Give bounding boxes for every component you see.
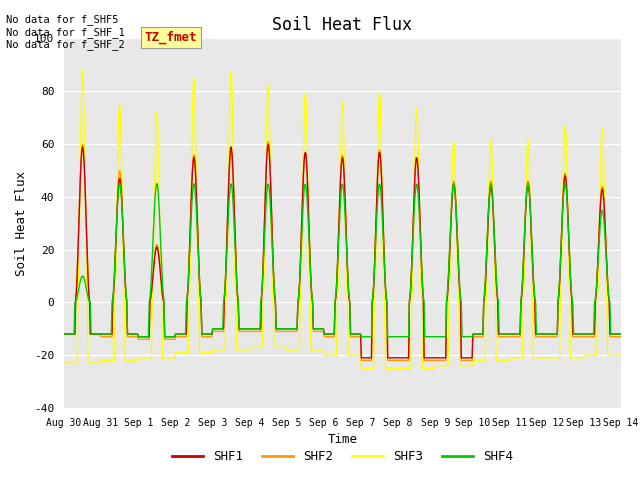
X-axis label: Time: Time	[328, 433, 357, 446]
Legend: SHF1, SHF2, SHF3, SHF4: SHF1, SHF2, SHF3, SHF4	[167, 445, 518, 468]
SHF1	[264, 142, 272, 147]
SHF4	[617, 331, 625, 337]
SHF4	[428, 334, 435, 340]
SHF3	[617, 352, 625, 358]
Title: Soil Heat Flux: Soil Heat Flux	[273, 16, 412, 34]
SHF3	[60, 360, 68, 366]
SHF4	[70, 331, 78, 337]
SHF1	[412, 161, 419, 167]
SHF1	[184, 287, 192, 293]
SHF2	[214, 328, 221, 334]
SHF3	[128, 358, 136, 363]
SHF3	[412, 123, 419, 129]
SHF3	[70, 360, 78, 366]
SHF2	[264, 139, 272, 145]
SHF2	[70, 331, 78, 337]
SHF1	[358, 355, 365, 361]
SHF4	[60, 331, 68, 337]
SHF1	[60, 331, 68, 337]
SHF4	[134, 334, 142, 340]
SHF3	[358, 366, 365, 372]
SHF1	[428, 355, 436, 361]
SHF4	[411, 196, 419, 202]
SHF4	[185, 271, 193, 276]
SHF2	[60, 331, 68, 337]
SHF2	[358, 358, 365, 363]
SHF4	[127, 331, 135, 337]
SHF3	[428, 366, 436, 372]
Line: SHF1: SHF1	[64, 144, 621, 358]
SHF2	[184, 287, 192, 292]
SHF3	[185, 349, 193, 355]
SHF1	[127, 331, 135, 337]
SHF1	[70, 331, 78, 337]
SHF3	[79, 67, 86, 73]
SHF2	[127, 334, 135, 340]
SHF3	[214, 347, 222, 353]
SHF2	[617, 334, 625, 340]
SHF2	[428, 358, 436, 363]
Line: SHF3: SHF3	[64, 70, 621, 369]
SHF1	[214, 326, 221, 332]
Line: SHF2: SHF2	[64, 142, 621, 360]
SHF1	[617, 331, 625, 337]
SHF4	[561, 181, 569, 187]
Y-axis label: Soil Heat Flux: Soil Heat Flux	[15, 171, 28, 276]
SHF4	[214, 326, 222, 332]
SHF2	[412, 161, 419, 167]
Text: No data for f_SHF5
No data for f_SHF_1
No data for f_SHF_2: No data for f_SHF5 No data for f_SHF_1 N…	[6, 14, 125, 50]
Text: TZ_fmet: TZ_fmet	[145, 31, 197, 45]
Line: SHF4: SHF4	[64, 184, 621, 337]
